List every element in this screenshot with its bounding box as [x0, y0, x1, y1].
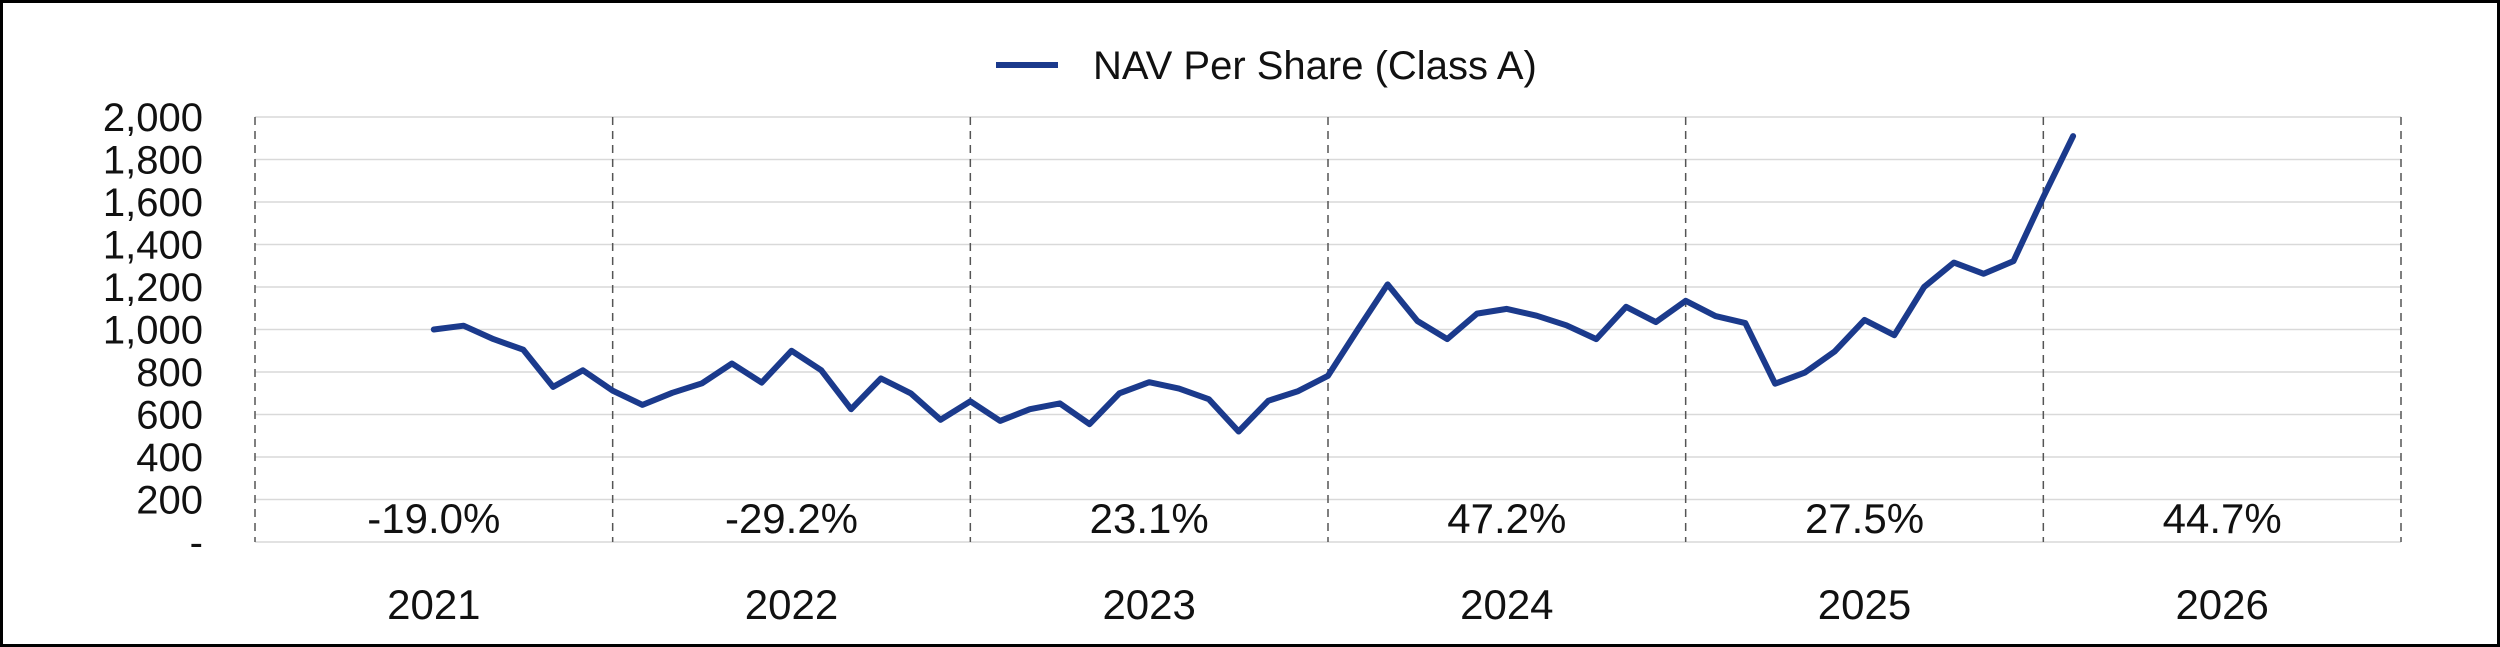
y-tick-label-1800: 1,800: [103, 139, 203, 183]
data-point-11: [759, 380, 765, 386]
data-point-51: [1951, 260, 1957, 266]
y-tick-label-800: 800: [136, 351, 203, 395]
annual-return-2024: 47.2%: [1447, 495, 1566, 542]
y-tick-label-0: -: [190, 521, 203, 565]
y-tick-label-1400: 1,400: [103, 224, 203, 268]
data-point-43: [1712, 313, 1718, 319]
data-point-14: [848, 406, 854, 412]
data-point-29: [1295, 388, 1301, 394]
data-point-15: [878, 375, 884, 381]
data-point-24: [1146, 379, 1152, 385]
data-point-45: [1772, 381, 1778, 387]
data-point-7: [639, 402, 645, 408]
data-point-50: [1921, 284, 1927, 290]
data-point-30: [1325, 373, 1331, 379]
data-point-40: [1623, 304, 1629, 310]
data-point-34: [1444, 336, 1450, 342]
data-point-28: [1265, 398, 1271, 404]
data-point-6: [610, 388, 616, 394]
nav-line-chart: NAV Per Share (Class A) -2004006008001,0…: [103, 44, 2402, 628]
data-point-44: [1742, 320, 1748, 326]
data-point-26: [1206, 396, 1212, 402]
y-tick-label-600: 600: [136, 394, 203, 438]
x-tick-label-2021: 2021: [387, 581, 480, 628]
series-line-nav: [430, 133, 2077, 435]
data-point-39: [1593, 336, 1599, 342]
data-point-20: [1027, 406, 1033, 412]
y-tick-label-1600: 1,600: [103, 181, 203, 225]
data-point-19: [997, 418, 1003, 424]
x-tick-label-2022: 2022: [745, 581, 838, 628]
data-point-37: [1534, 313, 1540, 319]
data-point-3: [520, 347, 526, 353]
y-tick-label-200: 200: [136, 479, 203, 523]
data-point-22: [1087, 421, 1093, 427]
data-point-46: [1802, 370, 1808, 376]
data-point-41: [1653, 319, 1659, 325]
year-dividers: [254, 117, 2402, 542]
annual-return-2021: -19.0%: [367, 495, 500, 542]
annual-return-2026: 44.7%: [2163, 495, 2282, 542]
x-tick-label-2025: 2025: [1818, 581, 1911, 628]
data-point-27: [1236, 429, 1242, 434]
data-point-2: [490, 336, 496, 342]
x-tick-label-2023: 2023: [1102, 581, 1195, 628]
data-point-16: [908, 390, 914, 396]
annual-return-2023: 23.1%: [1090, 495, 1209, 542]
y-tick-label-1200: 1,200: [103, 266, 203, 310]
data-point-5: [580, 367, 586, 373]
data-point-52: [1981, 271, 1987, 277]
y-tick-label-1000: 1,000: [103, 309, 203, 353]
data-point-23: [1116, 390, 1122, 396]
data-point-17: [938, 417, 944, 423]
legend: NAV Per Share (Class A): [996, 44, 1537, 88]
data-point-10: [729, 361, 735, 366]
data-point-48: [1862, 317, 1867, 323]
data-point-54: [2040, 194, 2046, 200]
data-point-35: [1474, 311, 1480, 317]
data-point-12: [789, 348, 794, 354]
data-point-47: [1832, 348, 1838, 354]
annual-return-2025: 27.5%: [1805, 495, 1924, 542]
legend-label-nav: NAV Per Share (Class A): [1093, 44, 1537, 88]
data-point-8: [669, 390, 675, 396]
data-point-55: [2070, 133, 2076, 139]
data-point-32: [1385, 281, 1391, 287]
data-point-38: [1563, 322, 1569, 328]
data-point-21: [1057, 400, 1063, 406]
annual-returns: -19.0% -29.2% 23.1% 47.2% 27.5% 44.7%: [367, 495, 2281, 542]
data-point-42: [1683, 298, 1689, 304]
x-tick-label-2026: 2026: [2175, 581, 2268, 628]
series-points: [431, 133, 2076, 434]
data-point-9: [699, 380, 705, 386]
y-tick-label-2000: 2,000: [103, 96, 203, 140]
annual-return-2022: -29.2%: [725, 495, 858, 542]
data-point-31: [1355, 327, 1361, 332]
data-point-0: [431, 327, 437, 332]
data-point-4: [550, 384, 556, 390]
data-point-25: [1176, 386, 1182, 392]
data-point-1: [461, 323, 467, 329]
data-point-36: [1504, 306, 1510, 312]
y-tick-label-400: 400: [136, 436, 203, 480]
data-point-49: [1891, 332, 1897, 338]
data-point-33: [1414, 318, 1420, 324]
x-axis-years: 2021 2022 2023 2024 2025 2026: [387, 581, 2269, 628]
data-point-18: [967, 398, 973, 404]
data-point-53: [2011, 258, 2017, 264]
y-axis-ticks: -2004006008001,0001,2001,4001,6001,8002,…: [103, 96, 203, 565]
x-tick-label-2024: 2024: [1460, 581, 1553, 628]
data-point-13: [818, 367, 824, 373]
